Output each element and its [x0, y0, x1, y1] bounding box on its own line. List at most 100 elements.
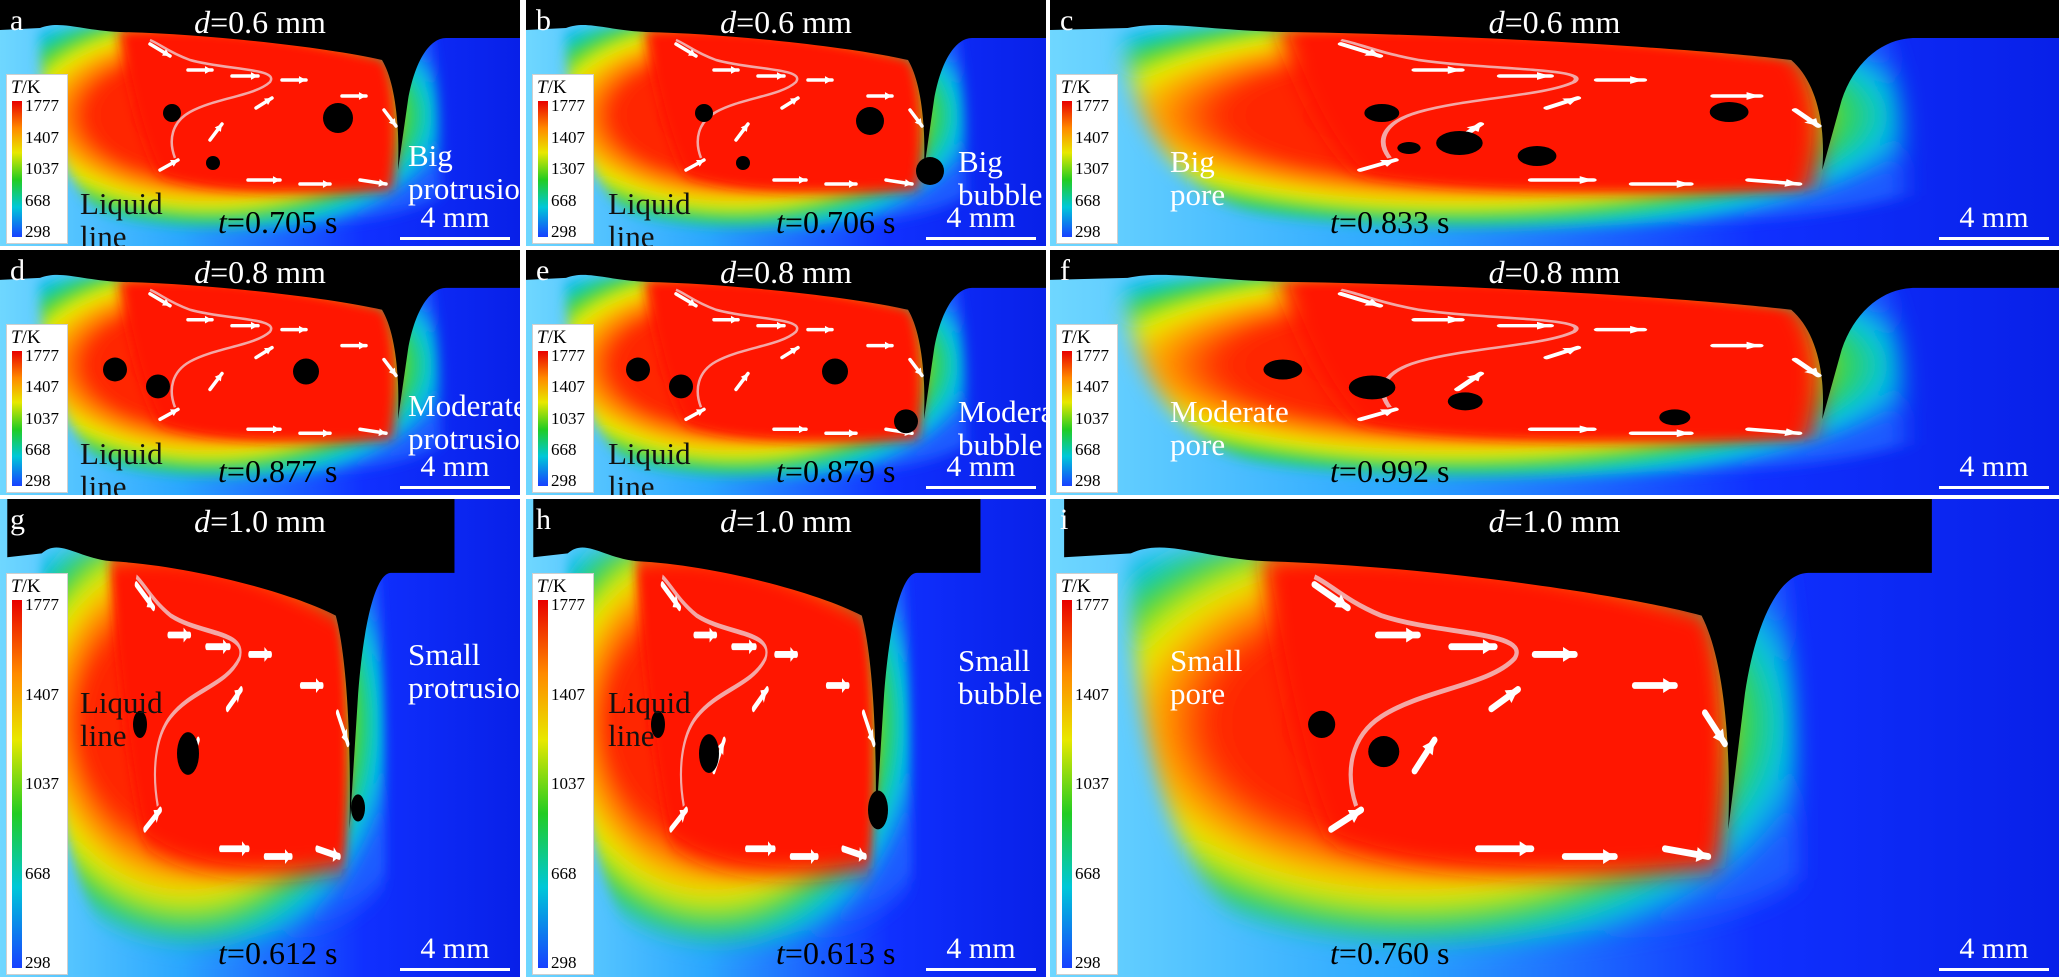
- liquid-line-label: Liquid line: [608, 436, 691, 495]
- panel-letter: d: [10, 254, 25, 287]
- temperature-field: [0, 0, 520, 246]
- time-value: =0.877 s: [226, 453, 338, 489]
- time-label: t=0.760 s: [1330, 937, 1449, 969]
- colorbar-tick-label: 298: [551, 471, 577, 490]
- liquid-line-label-text: Liquid: [608, 436, 691, 471]
- scale-bar: 4 mm: [400, 934, 510, 971]
- colorbar-gradient: [1062, 101, 1072, 237]
- temperature-colorbar: T/K 1777 1407 1037 668 298: [6, 573, 68, 975]
- colorbar-title: T/K: [537, 327, 567, 349]
- colorbar-title-unit: /K: [547, 77, 567, 98]
- colorbar-title-unit: /K: [1071, 576, 1091, 597]
- depth-value: =0.6 mm: [210, 4, 326, 40]
- colorbar-title-unit: /K: [21, 327, 41, 348]
- colorbar-title-unit: /K: [1071, 77, 1091, 98]
- temperature-field: [0, 250, 520, 495]
- panel-letter: h: [536, 503, 551, 536]
- defect-annotation-text: Small: [408, 637, 481, 672]
- temperature-colorbar: T/K 1777 1407 1307 668 298: [532, 74, 594, 244]
- depth-label: d=1.0 mm: [526, 505, 1046, 537]
- defect-annotation: Moderateprotrusion: [408, 389, 520, 455]
- depth-label: d=0.8 mm: [526, 256, 1046, 288]
- bubble-marker: [103, 357, 127, 382]
- depth-label: d=0.6 mm: [0, 6, 520, 38]
- time-label: t=0.833 s: [1330, 206, 1449, 238]
- defect-annotation-text: bubble: [958, 675, 1043, 711]
- colorbar-title: T/K: [11, 327, 41, 349]
- time-label: t=0.877 s: [218, 455, 337, 487]
- time-label: t=0.613 s: [776, 937, 895, 969]
- colorbar-title-symbol: T: [537, 77, 548, 98]
- colorbar-tick-label: 1407: [551, 684, 585, 704]
- temperature-colorbar: T/K 1777 1407 1037 668 298: [532, 324, 594, 493]
- defect-annotation-text: Big: [408, 138, 453, 173]
- scale-bar: 4 mm: [926, 934, 1036, 971]
- time-symbol: t: [218, 453, 227, 489]
- defect-annotation-text: pore: [1170, 176, 1226, 212]
- depth-label: d=0.8 mm: [0, 256, 520, 288]
- colorbar-tick-label: 1407: [25, 127, 59, 147]
- colorbar-tick-label: 668: [25, 863, 51, 883]
- time-label: t=0.879 s: [776, 455, 895, 487]
- liquid-line-label-text: line: [608, 218, 655, 246]
- defect-annotation-text: bubble: [958, 176, 1043, 212]
- time-value: =0.760 s: [1338, 935, 1450, 971]
- liquid-line-label-text: line: [80, 468, 127, 495]
- temperature-colorbar: T/K 1777 1407 1037 668 298: [6, 74, 68, 244]
- panel-letter: e: [536, 254, 550, 287]
- scale-bar-line: [400, 486, 510, 489]
- colorbar-title-symbol: T: [537, 327, 548, 348]
- scale-bar-label: 4 mm: [1959, 450, 2029, 483]
- time-symbol: t: [1330, 204, 1339, 240]
- time-value: =0.613 s: [784, 935, 896, 971]
- colorbar-title: T/K: [11, 77, 41, 99]
- colorbar-title-symbol: T: [11, 576, 22, 597]
- colorbar-tick-label: 1777: [1075, 595, 1109, 614]
- bubble-marker: [1447, 392, 1483, 411]
- depth-symbol: d: [1488, 503, 1505, 539]
- depth-symbol: d: [194, 4, 211, 40]
- temperature-field: [0, 499, 520, 977]
- temperature-field: [1050, 250, 2059, 495]
- liquid-line-label-text: Liquid: [80, 685, 163, 720]
- time-symbol: t: [776, 935, 785, 971]
- temperature-colorbar: T/K 1777 1407 1037 668 298: [6, 324, 68, 493]
- colorbar-tick-label: 668: [1075, 439, 1101, 459]
- colorbar-tick-label: 1307: [1075, 159, 1109, 178]
- defect-annotation: Big pore: [1170, 145, 1226, 212]
- bubble-marker: [351, 794, 365, 822]
- colorbar-tick-label: 298: [1075, 953, 1101, 972]
- liquid-line-label-text: line: [608, 717, 655, 753]
- colorbar-gradient: [12, 101, 22, 237]
- bubble-marker: [651, 710, 665, 738]
- time-symbol: t: [218, 204, 227, 240]
- bubble-marker: [1348, 375, 1396, 400]
- time-value: =0.612 s: [226, 935, 338, 971]
- scale-bar-line: [926, 486, 1036, 489]
- scale-bar-label: 4 mm: [420, 201, 490, 234]
- temperature-colorbar: T/K 1777 1407 1037 668 298: [1056, 573, 1118, 975]
- scale-bar: 4 mm: [926, 452, 1036, 489]
- colorbar-tick-label: 298: [1075, 471, 1101, 490]
- liquid-line-label-text: Liquid: [80, 436, 163, 471]
- time-label: t=0.992 s: [1330, 455, 1449, 487]
- simulation-panel-h: h d=1.0 mm t=0.613 s Liquid line Small bubble 4…: [526, 499, 1046, 977]
- colorbar-tick-label: 1407: [551, 377, 585, 397]
- bubble-marker: [177, 732, 199, 775]
- colorbar-tick-label: 668: [1075, 190, 1101, 210]
- scale-bar-label: 4 mm: [420, 932, 490, 965]
- colorbar-tick-label: 298: [25, 471, 51, 490]
- colorbar-tick-label: 1407: [551, 127, 585, 147]
- colorbar-tick-label: 1037: [1075, 408, 1109, 428]
- colorbar-tick-label: 1777: [25, 595, 59, 614]
- bubble-marker: [1517, 146, 1557, 166]
- bubble-marker: [1436, 131, 1483, 155]
- bubble-marker: [146, 374, 170, 399]
- depth-symbol: d: [194, 503, 211, 539]
- colorbar-title-unit: /K: [21, 77, 41, 98]
- scale-bar: 4 mm: [926, 203, 1036, 240]
- time-label: t=0.706 s: [776, 206, 895, 238]
- colorbar-tick-label: 1777: [25, 96, 59, 115]
- bubble-marker: [1368, 736, 1400, 768]
- colorbar-gradient: [538, 101, 548, 237]
